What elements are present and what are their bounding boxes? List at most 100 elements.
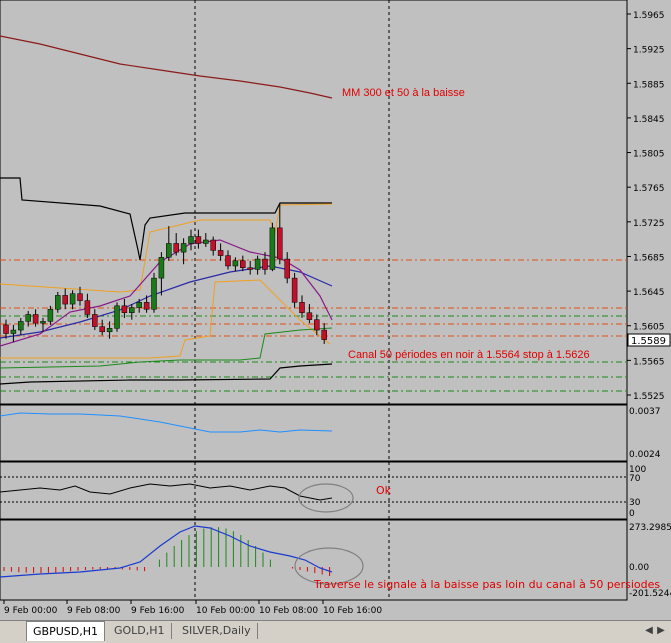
price-tick-label: 1.5685: [633, 253, 665, 263]
candle: [262, 252, 268, 275]
candle: [121, 298, 128, 318]
time-tick-label: 10 Feb 16:00: [323, 606, 382, 616]
price-tick-label: 1.5525: [633, 392, 665, 402]
ma300-line: [0, 35, 333, 99]
candle: [62, 288, 68, 310]
candle: [18, 317, 24, 336]
candle: [180, 238, 187, 265]
osc-levels: [0, 476, 627, 503]
price-tick-label: 1.5805: [633, 150, 665, 160]
price-tick-label: 1.5725: [633, 219, 665, 229]
macd-signal-line: [0, 525, 333, 578]
candle: [114, 302, 120, 332]
price-tick-label: 1.5645: [633, 288, 665, 298]
time-tick-label: 9 Feb 08:00: [67, 606, 121, 616]
candle: [269, 222, 276, 272]
candle: [299, 295, 305, 318]
channel-upper: [0, 177, 332, 261]
candle: [188, 229, 194, 251]
price-tick-label: 1.5885: [633, 80, 665, 90]
current-price-tag: [627, 333, 671, 347]
orange-lower: [0, 279, 331, 359]
candle: [129, 304, 135, 320]
candle: [158, 252, 165, 296]
volatility-panel: [0, 404, 628, 462]
oscillator-panel: [0, 461, 628, 520]
candle: [25, 311, 31, 327]
chart-window[interactable]: 1.5965 1.5925 1.5885 1.5845 1.5805 1.5765 1.57…: [0, 0, 671, 620]
green-lower: [0, 327, 333, 369]
macd-panel: [0, 519, 628, 601]
volatility-line: [0, 412, 333, 433]
level-lines: [0, 259, 627, 392]
macd-histogram: [3, 527, 331, 576]
price-tick-label: 1.5845: [633, 115, 665, 125]
candlestick-series: [3, 203, 327, 344]
price-tick-label: 1.5565: [633, 357, 665, 367]
tab-silver[interactable]: SILVER,Daily: [176, 623, 258, 639]
tab-gold[interactable]: GOLD,H1: [108, 623, 172, 639]
macd-highlight: [294, 547, 364, 585]
macd-note: Traverse le signale à la baisse pas loin…: [313, 578, 660, 591]
ind1-label-top: 0.0037: [629, 407, 661, 417]
candle: [3, 319, 9, 339]
scroll-left-icon[interactable]: ◀: [645, 625, 653, 636]
time-tick-label: 10 Feb 00:00: [196, 606, 255, 616]
candle: [106, 321, 113, 339]
candle: [136, 298, 142, 313]
candle: [284, 252, 290, 284]
candle: [92, 309, 98, 331]
time-tick-label: 9 Feb 16:00: [131, 606, 185, 616]
ind2-label-70: 70: [629, 474, 641, 484]
tab-scroll-buttons[interactable]: ◀ ▶: [643, 625, 667, 636]
scroll-right-icon[interactable]: ▶: [657, 625, 665, 636]
oscillator-line: [0, 483, 333, 501]
price-chart[interactable]: 1.5965 1.5925 1.5885 1.5845 1.5805 1.5765 1.57…: [0, 0, 671, 620]
ind2-label-100: 100: [629, 465, 646, 475]
candle: [225, 250, 231, 270]
candle: [99, 319, 105, 336]
candle: [217, 243, 224, 261]
candle: [69, 290, 76, 310]
candle: [291, 272, 298, 308]
time-tick-label: 10 Feb 08:00: [259, 606, 318, 616]
ok-note: Ok: [376, 484, 392, 497]
time-tick-label: 9 Feb 00:00: [4, 606, 58, 616]
ma-fast-line: [0, 239, 333, 347]
ind3-label-bottom: -201.5244: [629, 589, 671, 599]
day-separators: [194, 0, 390, 600]
time-axis: 9 Feb 00:00 9 Feb 08:00 9 Feb 16:00 10 Feb …: [3, 600, 382, 616]
candle: [151, 272, 157, 313]
candle: [47, 305, 54, 325]
candle: [247, 260, 253, 275]
chart-tab-bar: GBPUSD,H1 GOLD,H1 SILVER,Daily ◀ ▶: [0, 620, 671, 643]
tab-gbpusd[interactable]: GBPUSD,H1: [26, 621, 105, 641]
ind3-label-top: 273.2985: [629, 523, 671, 533]
price-axis: 1.5965 1.5925 1.5885 1.5845 1.5805 1.5765 1.57…: [627, 11, 665, 402]
candle: [314, 314, 320, 336]
candle: [143, 295, 150, 313]
candle: [240, 255, 246, 272]
ind2-label-30: 30: [629, 498, 641, 508]
ind2-label-0: 0: [629, 509, 635, 519]
main-panel: [0, 0, 628, 405]
candle: [40, 317, 46, 332]
candle: [210, 236, 216, 256]
price-tick-label: 1.5765: [633, 184, 665, 194]
candle: [203, 233, 209, 247]
ok-highlight: [298, 483, 354, 513]
price-tick-label: 1.5925: [633, 46, 665, 56]
candle: [10, 324, 17, 343]
ind3-label-mid: 0.00: [629, 563, 649, 573]
candle: [173, 233, 179, 256]
candle: [195, 229, 202, 249]
price-tick-label: 1.5605: [633, 323, 665, 333]
ma-note: MM 300 et 50 à la baisse: [342, 87, 465, 99]
candle: [84, 293, 91, 318]
candle: [166, 226, 172, 261]
candle: [254, 255, 261, 275]
candle: [306, 304, 313, 324]
candle: [321, 323, 327, 344]
price-tick-label: 1.5965: [633, 11, 665, 21]
ind1-label-bottom: 0.0024: [629, 450, 661, 460]
